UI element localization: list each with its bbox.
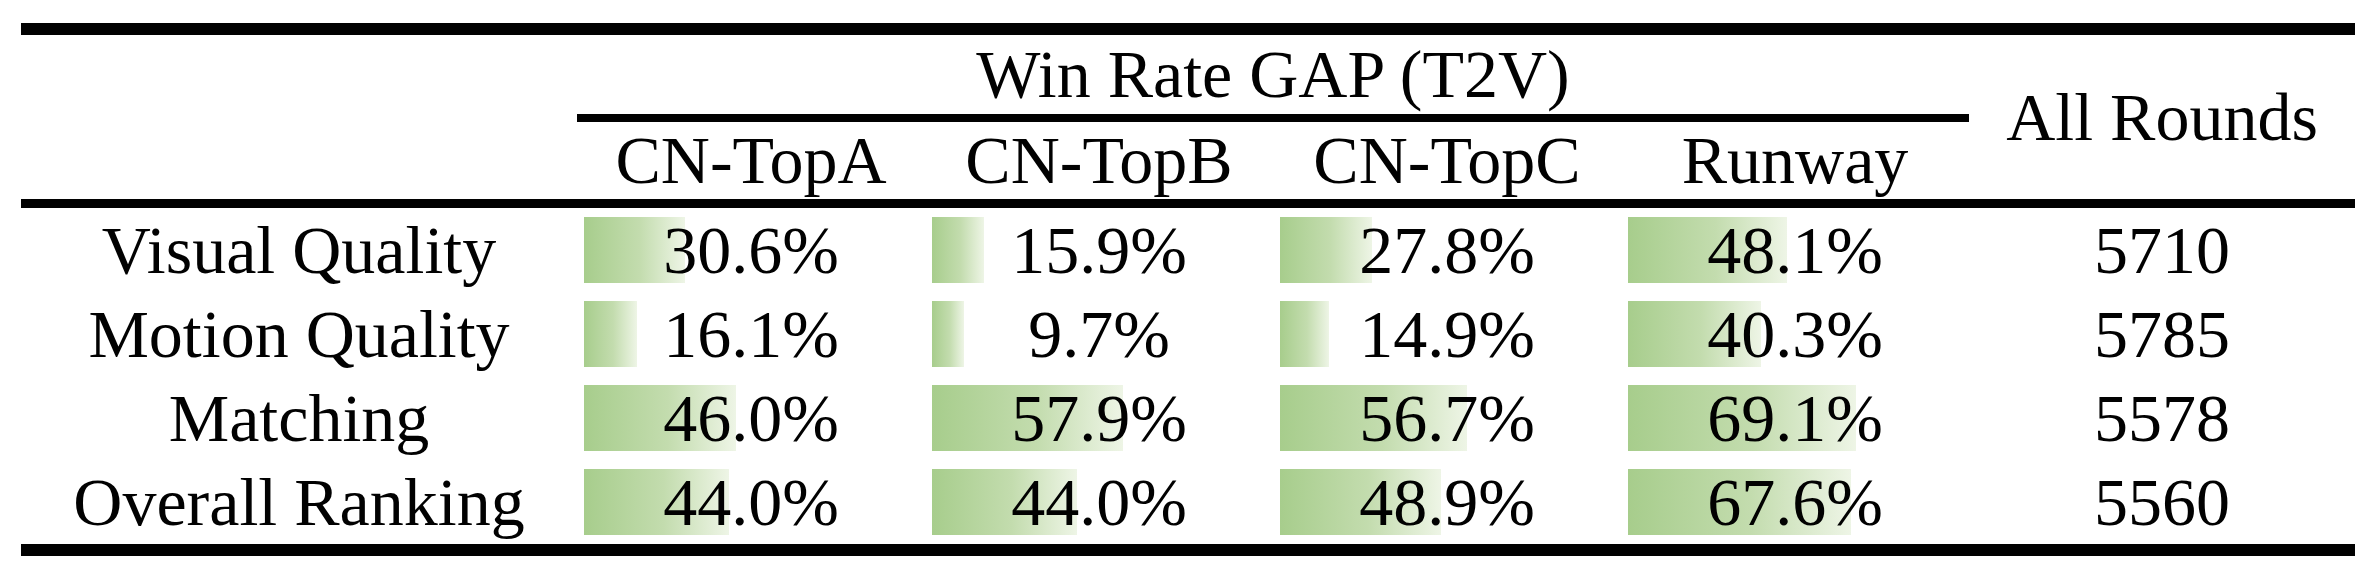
value-cell: 69.1% <box>1621 376 1969 460</box>
value-text: 27.8% <box>1273 208 1621 292</box>
row-label: Visual Quality <box>21 208 577 292</box>
value-text: 14.9% <box>1273 292 1621 376</box>
value-cell: 48.9% <box>1273 460 1621 544</box>
value-cell: 44.0% <box>925 460 1273 544</box>
column-header-all-rounds: All Rounds <box>1969 35 2355 199</box>
value-text: 48.1% <box>1621 208 1969 292</box>
value-cell: 48.1% <box>1621 208 1969 292</box>
header-body-divider-rule <box>21 199 2355 208</box>
all-rounds-value: 5710 <box>1969 208 2355 292</box>
column-headers-row: CN-TopA CN-TopB CN-TopC Runway <box>577 122 1969 199</box>
value-cell: 56.7% <box>1273 376 1621 460</box>
value-cell: 30.6% <box>577 208 925 292</box>
value-text: 67.6% <box>1621 460 1969 544</box>
value-text: 48.9% <box>1273 460 1621 544</box>
value-cell: 15.9% <box>925 208 1273 292</box>
value-text: 40.3% <box>1621 292 1969 376</box>
bottom-rule <box>21 544 2355 556</box>
row-label: Matching <box>21 376 577 460</box>
value-cell: 46.0% <box>577 376 925 460</box>
value-text: 44.0% <box>577 460 925 544</box>
value-text: 69.1% <box>1621 376 1969 460</box>
column-header-cn-topb: CN-TopB <box>925 122 1273 199</box>
all-rounds-value: 5785 <box>1969 292 2355 376</box>
group-header-title: Win Rate GAP (T2V) <box>577 35 1969 114</box>
value-cell: 27.8% <box>1273 208 1621 292</box>
value-text: 46.0% <box>577 376 925 460</box>
value-text: 56.7% <box>1273 376 1621 460</box>
results-table: Win Rate GAP (T2V) CN-TopA CN-TopB CN-To… <box>21 23 2355 556</box>
table-header: Win Rate GAP (T2V) CN-TopA CN-TopB CN-To… <box>21 35 2355 199</box>
table-row-visual-quality: Visual Quality 30.6% 15.9% 27.8% 48.1% 5… <box>21 208 2355 292</box>
value-cell: 44.0% <box>577 460 925 544</box>
value-text: 15.9% <box>925 208 1273 292</box>
top-rule <box>21 23 2355 35</box>
value-text: 16.1% <box>577 292 925 376</box>
row-label: Motion Quality <box>21 292 577 376</box>
table-row-overall-ranking: Overall Ranking 44.0% 44.0% 48.9% 67.6% … <box>21 460 2355 544</box>
value-text: 9.7% <box>925 292 1273 376</box>
value-cell: 16.1% <box>577 292 925 376</box>
table-row-matching: Matching 46.0% 57.9% 56.7% 69.1% 5578 <box>21 376 2355 460</box>
all-rounds-value: 5578 <box>1969 376 2355 460</box>
table-row-motion-quality: Motion Quality 16.1% 9.7% 14.9% 40.3% 57… <box>21 292 2355 376</box>
value-cell: 67.6% <box>1621 460 1969 544</box>
column-header-cn-topc: CN-TopC <box>1273 122 1621 199</box>
value-text: 44.0% <box>925 460 1273 544</box>
row-label: Overall Ranking <box>21 460 577 544</box>
header-label-spacer <box>21 35 577 199</box>
value-cell: 40.3% <box>1621 292 1969 376</box>
win-rate-gap-group: Win Rate GAP (T2V) CN-TopA CN-TopB CN-To… <box>577 35 1969 199</box>
column-header-cn-topa: CN-TopA <box>577 122 925 199</box>
value-cell: 14.9% <box>1273 292 1621 376</box>
value-cell: 9.7% <box>925 292 1273 376</box>
column-header-runway: Runway <box>1621 122 1969 199</box>
value-text: 57.9% <box>925 376 1273 460</box>
value-text: 30.6% <box>577 208 925 292</box>
value-cell: 57.9% <box>925 376 1273 460</box>
all-rounds-value: 5560 <box>1969 460 2355 544</box>
